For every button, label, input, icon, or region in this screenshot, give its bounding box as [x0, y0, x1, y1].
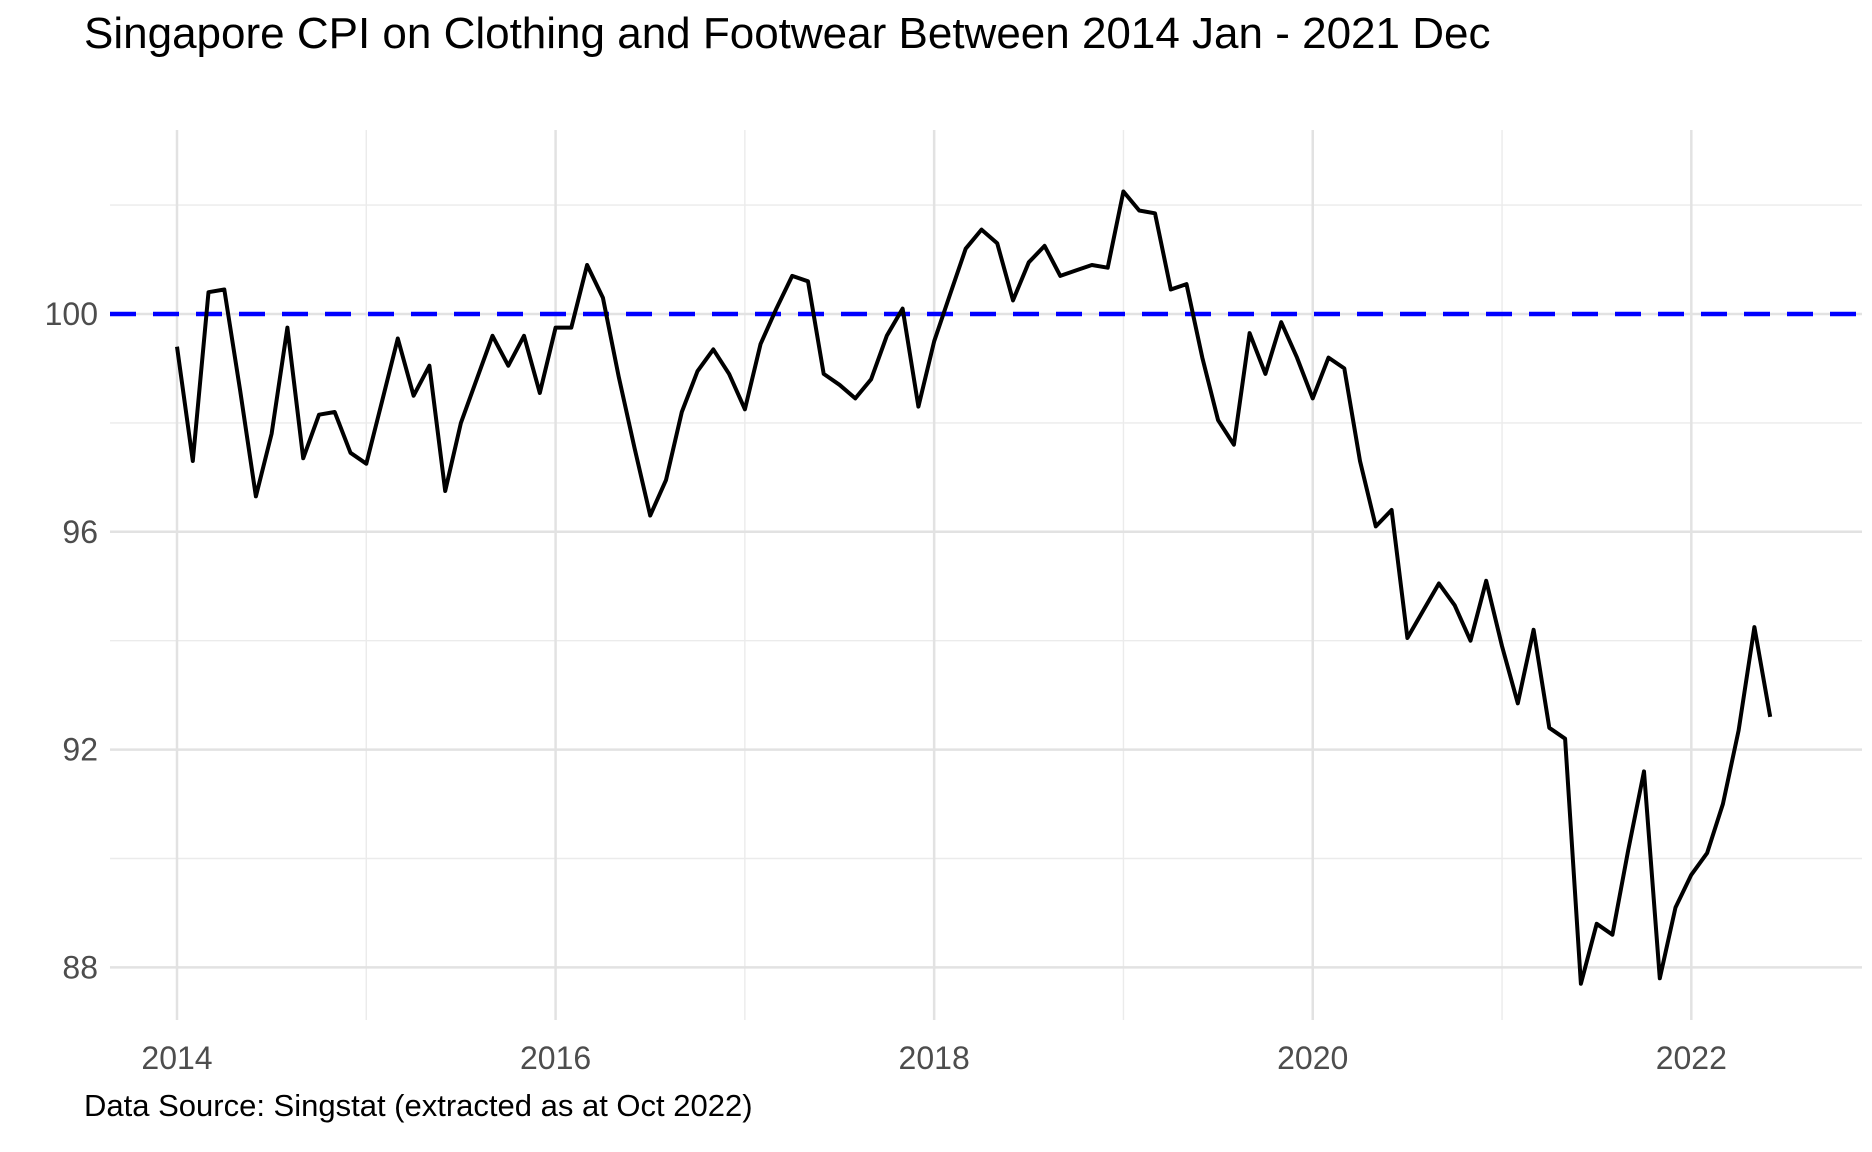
x-tick-label: 2018 [899, 1040, 970, 1076]
data-source-caption: Data Source: Singstat (extracted as at O… [84, 1088, 753, 1123]
x-tick-label: 2020 [1277, 1040, 1348, 1076]
y-tick-label: 100 [45, 296, 98, 332]
y-tick-label: 96 [62, 514, 98, 550]
chart-title: Singapore CPI on Clothing and Footwear B… [84, 9, 1491, 58]
y-tick-label: 92 [62, 732, 98, 768]
x-tick-label: 2016 [520, 1040, 591, 1076]
x-tick-label: 2014 [141, 1040, 212, 1076]
x-tick-label: 2022 [1656, 1040, 1727, 1076]
cpi-series-line [175, 189, 1773, 986]
y-tick-label: 88 [62, 949, 98, 985]
